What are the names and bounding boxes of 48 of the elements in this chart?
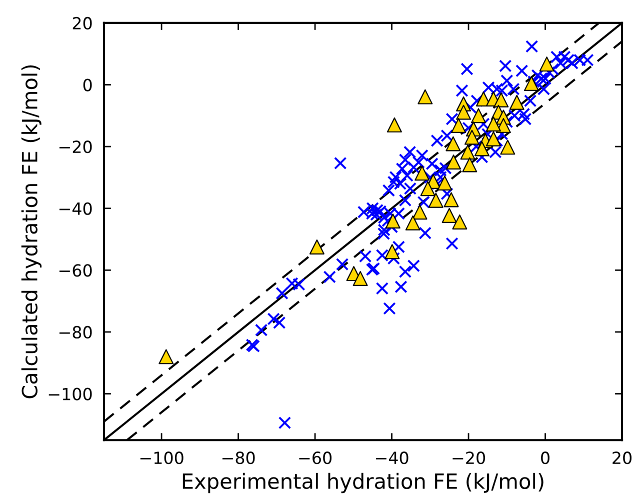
- point: [460, 144, 476, 160]
- point: [486, 116, 501, 132]
- y-axis-title: Calculated hydration FE (kJ/mol): [21, 65, 42, 398]
- y-tick-label: 0: [83, 78, 92, 92]
- x-tick-label: −60: [299, 452, 332, 464]
- point: [471, 108, 486, 124]
- point: [446, 136, 461, 152]
- point: [496, 118, 511, 134]
- y-tick-label: 20: [72, 16, 92, 30]
- point: [464, 130, 480, 145]
- point: [412, 204, 428, 220]
- point: [158, 349, 174, 364]
- y-tick-label: −80: [59, 326, 92, 339]
- point: [385, 214, 400, 229]
- point: [452, 214, 468, 230]
- point: [474, 141, 490, 156]
- point: [444, 192, 459, 208]
- point: [414, 166, 430, 181]
- x-tick-label: −100: [140, 452, 184, 464]
- x-tick-label: −20: [452, 452, 485, 464]
- point: [420, 181, 436, 196]
- point: [418, 89, 433, 104]
- y-tick-label: −40: [59, 202, 92, 215]
- point: [451, 118, 466, 134]
- point: [462, 157, 478, 172]
- point: [509, 94, 524, 110]
- y-tick-label: −60: [59, 264, 92, 277]
- y-tick-label: −100: [48, 388, 92, 400]
- x-axis-title: Experimental hydration FE (kJ/mol): [182, 472, 544, 494]
- point: [428, 192, 444, 208]
- point: [309, 239, 324, 254]
- x-tick-label: 20: [612, 452, 632, 464]
- point: [437, 176, 452, 191]
- point: [384, 244, 400, 260]
- x-tick-label: −80: [222, 452, 255, 464]
- point: [539, 56, 554, 72]
- point: [486, 131, 501, 146]
- point: [456, 104, 472, 120]
- point: [352, 271, 368, 286]
- point: [500, 140, 516, 155]
- x-tick-label: 0: [541, 452, 550, 464]
- y-tick-label: −20: [59, 140, 92, 154]
- point: [446, 154, 462, 170]
- point: [386, 117, 402, 132]
- point: [494, 92, 509, 108]
- point: [405, 215, 420, 230]
- point: [442, 208, 457, 223]
- x-tick-label: −40: [376, 452, 408, 464]
